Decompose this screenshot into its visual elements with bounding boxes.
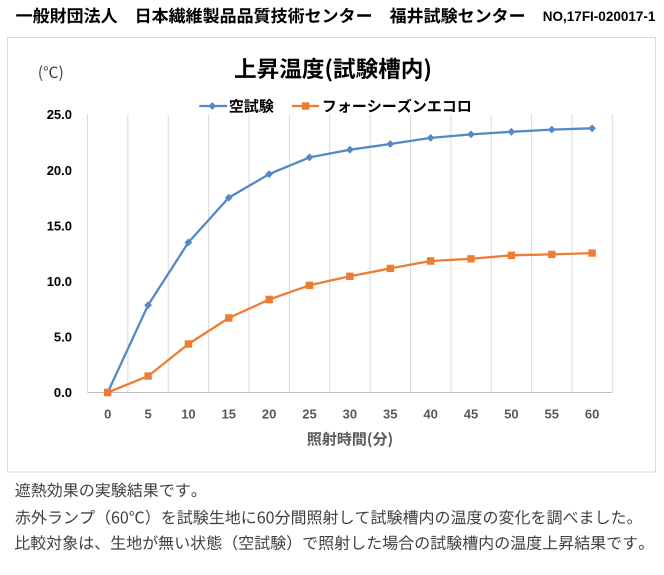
svg-text:45: 45 (464, 407, 478, 422)
svg-text:15.0: 15.0 (47, 218, 72, 233)
svg-text:25.0: 25.0 (47, 107, 72, 122)
svg-text:20: 20 (262, 407, 276, 422)
svg-text:10: 10 (181, 407, 195, 422)
svg-text:35: 35 (383, 407, 397, 422)
svg-text:10.0: 10.0 (47, 274, 72, 289)
svg-text:NO,17FI-020017-1: NO,17FI-020017-1 (543, 9, 656, 24)
svg-text:15: 15 (222, 407, 236, 422)
svg-text:40: 40 (423, 407, 437, 422)
svg-text:5: 5 (144, 407, 151, 422)
svg-text:55: 55 (545, 407, 559, 422)
svg-text:25: 25 (302, 407, 316, 422)
svg-text:5.0: 5.0 (54, 330, 72, 345)
svg-text:60: 60 (585, 407, 599, 422)
svg-text:0.0: 0.0 (54, 385, 72, 400)
svg-text:0: 0 (104, 407, 111, 422)
svg-text:30: 30 (343, 407, 357, 422)
svg-text:50: 50 (504, 407, 518, 422)
svg-text:20.0: 20.0 (47, 163, 72, 178)
